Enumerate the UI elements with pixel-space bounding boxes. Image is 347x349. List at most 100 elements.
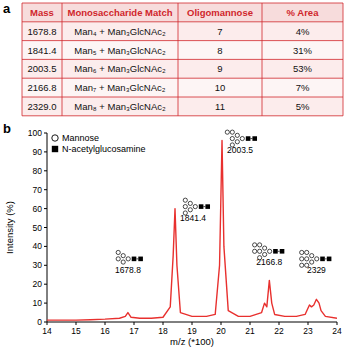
mannose (258, 249, 262, 253)
glycan-icon (300, 250, 332, 267)
mannose (121, 260, 125, 264)
mannose (300, 257, 304, 261)
legend-label: Mannose (62, 133, 99, 143)
glycan-icon (253, 243, 285, 260)
bond (325, 258, 327, 259)
table-cell: Man₇ + Man₃GlcNAc₂ (75, 82, 166, 93)
x-tick-label: 19 (187, 326, 197, 336)
y-tick-label: 90 (33, 147, 43, 157)
table-rule (22, 115, 343, 116)
table-cell: Man₈ + Man₃GlcNAc₂ (74, 101, 166, 112)
x-tick-label: 24 (332, 326, 342, 336)
y-tick (44, 303, 47, 304)
y-tick (44, 246, 47, 247)
table-row-bg (22, 78, 343, 97)
x-tick (221, 322, 222, 325)
glcnac (252, 136, 257, 141)
y-tick-label: 20 (33, 279, 43, 289)
x-tick-label: 20 (216, 326, 226, 336)
y-tick-label: 80 (33, 166, 43, 176)
x-tick-label: 15 (71, 326, 81, 336)
table-cell: 5% (296, 101, 310, 112)
table-row-bg (22, 41, 343, 60)
table-rule (22, 3, 343, 4)
table-cell: 2329.0 (27, 101, 56, 112)
mannose (188, 208, 192, 212)
table-cell: 4% (296, 26, 310, 37)
table-rule (62, 3, 63, 116)
table-cell: Man₅ + Man₃GlcNAc₂ (74, 45, 166, 56)
mannose (268, 249, 272, 253)
x-tick (47, 322, 48, 325)
mannose (263, 246, 267, 250)
spectrum-line (47, 141, 337, 321)
bond (278, 251, 280, 252)
table-cell: 2003.5 (27, 63, 56, 74)
glcnac (327, 257, 332, 262)
mannose (230, 143, 234, 147)
mannose (126, 257, 130, 261)
x-tick (192, 322, 193, 325)
table-cell: 7% (296, 82, 310, 93)
glcnac (320, 257, 325, 262)
mannose (225, 130, 229, 134)
mannose (315, 257, 319, 261)
table-header: Mass (30, 7, 54, 18)
table-cell: 53% (293, 63, 313, 74)
table-cell: 2166.8 (27, 82, 56, 93)
table-rule (22, 59, 343, 60)
legend-symbol (52, 135, 58, 141)
mannose (116, 257, 120, 261)
y-tick (44, 189, 47, 190)
peak-label: 1678.8 (115, 265, 141, 275)
table-cell: 11 (215, 101, 225, 112)
table-rule (22, 78, 343, 79)
table-rule (22, 21, 343, 22)
glcnac (280, 249, 285, 254)
mannose (310, 260, 314, 264)
x-tick (337, 322, 338, 325)
glcnac (138, 257, 143, 262)
table-cell: 31% (293, 45, 313, 56)
x-tick (163, 322, 164, 325)
table: MassMonosaccharide MatchOligomannose% Ar… (22, 3, 343, 116)
panel-label: a (3, 1, 11, 16)
mannose (230, 136, 234, 140)
y-tick (44, 151, 47, 152)
mannose (235, 140, 239, 144)
y-tick (44, 227, 47, 228)
y-tick (44, 133, 47, 134)
x-tick-label: 22 (274, 326, 284, 336)
table-rule (178, 3, 179, 116)
table-cell: Man₆ + Man₃GlcNAc₂ (74, 63, 166, 74)
mannose (305, 250, 309, 254)
legend-symbol (52, 146, 58, 152)
table-header: Oligomannose (187, 7, 253, 18)
glycan-icon (183, 198, 210, 215)
table-rule (22, 40, 343, 41)
table-row-bg (22, 59, 343, 78)
table-cell: 1678.8 (27, 26, 56, 37)
table-rule (343, 3, 344, 116)
mannose (116, 250, 120, 254)
y-tick (44, 265, 47, 266)
bond (250, 138, 252, 139)
mannose (188, 201, 192, 205)
mannose (235, 133, 239, 137)
glcnac (132, 257, 137, 262)
mannose (121, 254, 125, 258)
glycan-icon (225, 130, 257, 147)
table-cell: Man₄ + Man₃GlcNAc₂ (74, 26, 166, 37)
x-tick (105, 322, 106, 325)
x-tick-label: 17 (129, 326, 139, 336)
x-tick-label: 23 (303, 326, 313, 336)
mannose (310, 254, 314, 258)
table-rule (262, 3, 263, 116)
table-row-bg (22, 97, 343, 116)
mannose (263, 252, 267, 256)
glycan-icon (116, 250, 143, 264)
y-tick (44, 170, 47, 171)
glcnac (199, 204, 204, 209)
plot-area (47, 141, 337, 321)
y-tick-label: 10 (33, 298, 43, 308)
